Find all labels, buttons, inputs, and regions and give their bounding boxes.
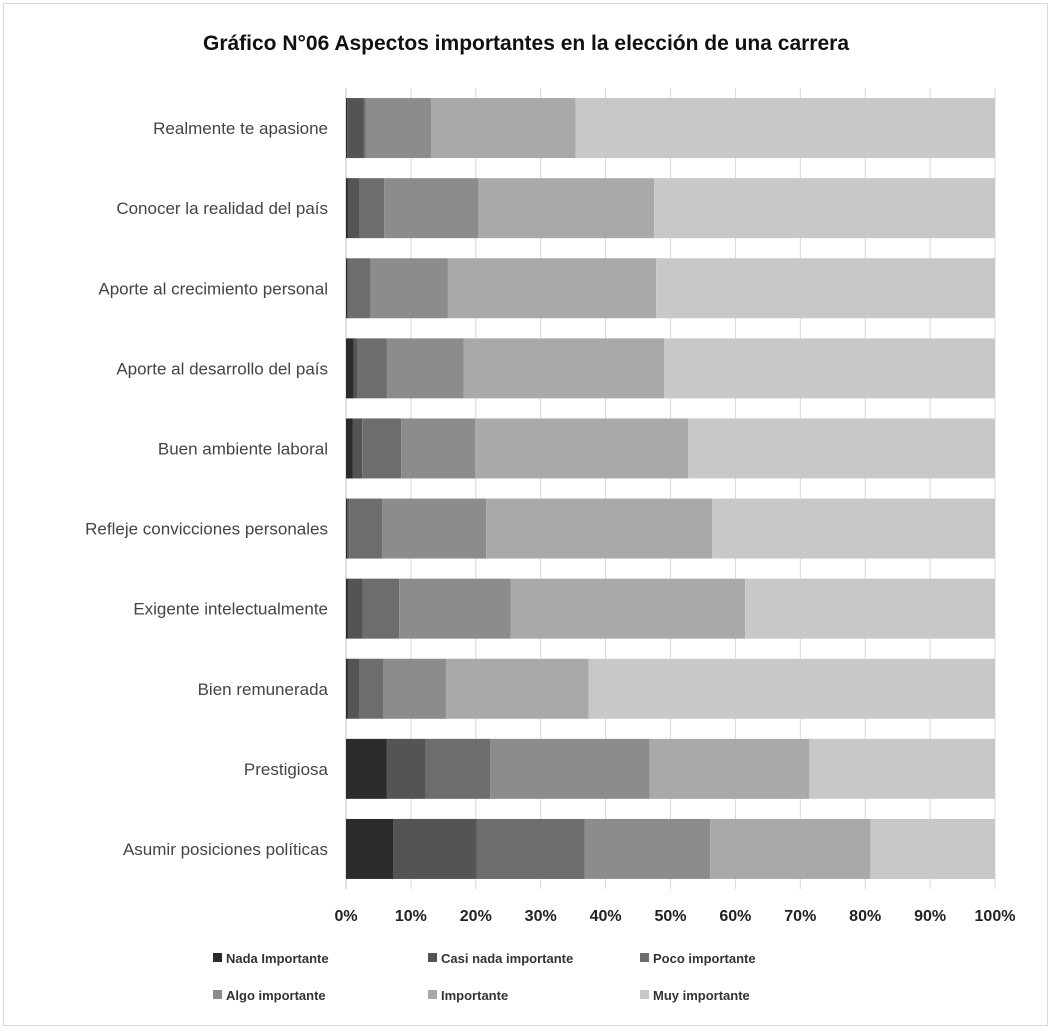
bar-segment [346,98,348,159]
category-label: Conocer la realidad del país [116,199,328,218]
bar-segment [476,818,585,879]
x-tick-label: 60% [719,908,751,925]
bar-segment [447,258,657,319]
bar-segment [362,578,400,639]
bar-segment [347,498,350,559]
category-label: Realmente te apasione [153,119,328,138]
bar-segment [348,258,371,319]
bar-segment [370,258,448,319]
x-tick-label: 80% [849,908,881,925]
x-tick-label: 10% [395,908,427,925]
bar-segment [346,338,354,399]
bar-segment [349,498,383,559]
x-tick-label: 50% [654,908,686,925]
bar-segment [431,98,576,159]
bar-segment [347,578,363,639]
bar-segment [347,258,349,319]
bar-segment [445,658,589,719]
bar-segment [353,338,358,399]
category-label: Prestigiosa [244,760,329,779]
bars [346,98,995,879]
category-label: Bien remunerada [198,680,329,699]
bar-segment [745,578,995,639]
x-tick-label: 40% [590,908,622,925]
bar-segment [654,178,995,239]
bar-segment [362,418,402,479]
bar-segment [357,338,387,399]
bar-segment [359,178,385,239]
bar-segment [809,738,995,799]
x-tick-label: 70% [784,908,816,925]
bar-segment [347,178,360,239]
legend: Nada Importante Casi nada importante Poco … [213,951,756,1003]
legend-swatch [213,990,222,999]
category-labels: Realmente te apasione Conocer la realidad… [85,119,328,859]
x-tick-label: 30% [525,908,557,925]
bar-segment [363,98,366,159]
legend-swatch [640,953,649,962]
bar-segment [382,658,446,719]
bar-segment [352,418,363,479]
legend-swatch [213,953,222,962]
bar-segment [365,98,432,159]
chart-title: Gráfico N°06 Aspectos importantes en la … [203,32,849,55]
bar-segment [649,738,810,799]
bar-segment [425,738,491,799]
bar-segment [386,338,464,399]
bar-segment [656,258,995,319]
bar-segment [346,738,387,799]
legend-label: Poco importante [653,951,756,966]
category-label: Refleje convicciones personales [85,520,328,539]
x-tick-label: 20% [460,908,492,925]
bar-segment [399,578,511,639]
bar-segment [575,98,995,159]
bar-segment [688,418,995,479]
legend-label: Casi nada importante [441,951,573,966]
bar-segment [346,258,348,319]
legend-swatch [428,990,437,999]
bar-segment [382,498,487,559]
legend-swatch [428,953,437,962]
legend-label: Algo importante [226,988,326,1003]
bar-segment [664,338,995,399]
bar-segment [346,418,353,479]
legend-swatch [640,990,649,999]
bar-segment [346,658,348,719]
bar-segment [478,178,655,239]
bar-segment [359,658,383,719]
bar-segment [346,178,348,239]
bar-segment [401,418,476,479]
bar-segment [870,818,995,879]
bar-segment [712,498,995,559]
bar-segment [486,498,713,559]
bar-segment [346,498,348,559]
bar-segment [510,578,746,639]
x-tick-label: 90% [914,908,946,925]
legend-label: Importante [441,988,508,1003]
category-label: Aporte al crecimiento personal [98,279,328,298]
bar-segment [384,178,479,239]
bar-segment [490,738,650,799]
bar-segment [463,338,665,399]
legend-label: Nada Importante [226,951,329,966]
category-label: Aporte al desarrollo del país [116,359,328,378]
bar-segment [346,818,394,879]
bar-segment [347,98,364,159]
bar-segment [346,578,348,639]
category-label: Exigente intelectualmente [133,600,328,619]
legend-label: Muy importante [653,988,750,1003]
bar-segment [347,658,360,719]
bar-segment [584,818,711,879]
x-tick-label: 0% [334,908,357,925]
x-tick-label: 100% [975,908,1016,925]
x-axis-ticks: 0% 10% 20% 30% 40% 50% 60% 70% 80% 90% 100% [334,908,1015,925]
bar-segment [475,418,689,479]
category-label: Asumir posiciones políticas [123,840,328,859]
bar-segment [386,738,426,799]
bar-segment [588,658,995,719]
bar-segment [710,818,871,879]
category-label: Buen ambiente laboral [158,439,328,458]
bar-segment [393,818,477,879]
